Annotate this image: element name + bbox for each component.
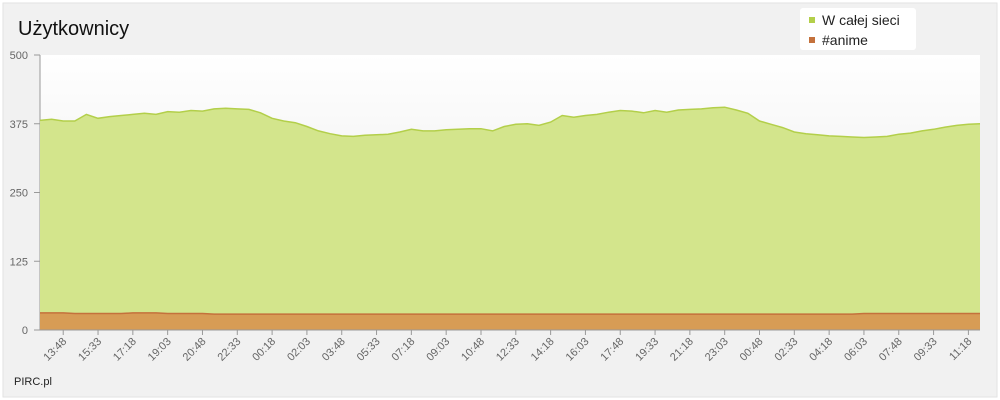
legend-label: #anime [822, 32, 868, 48]
legend-box [800, 8, 916, 50]
footer: PIRC.pl [14, 376, 52, 388]
line [40, 312, 980, 315]
y-tick-label: 125 [10, 256, 28, 268]
y-tick-label: 375 [10, 119, 28, 131]
y-tick-label: 250 [10, 188, 28, 200]
y-tick-label: 500 [10, 50, 28, 62]
chart-title: Użytkownicy [18, 18, 129, 40]
legend-label: W całej sieci [822, 12, 900, 28]
area [40, 312, 980, 330]
legend-swatch [809, 37, 815, 43]
y-tick-label: 0 [22, 325, 28, 337]
line [39, 106, 981, 139]
area [40, 107, 980, 330]
legend-swatch [809, 17, 815, 23]
